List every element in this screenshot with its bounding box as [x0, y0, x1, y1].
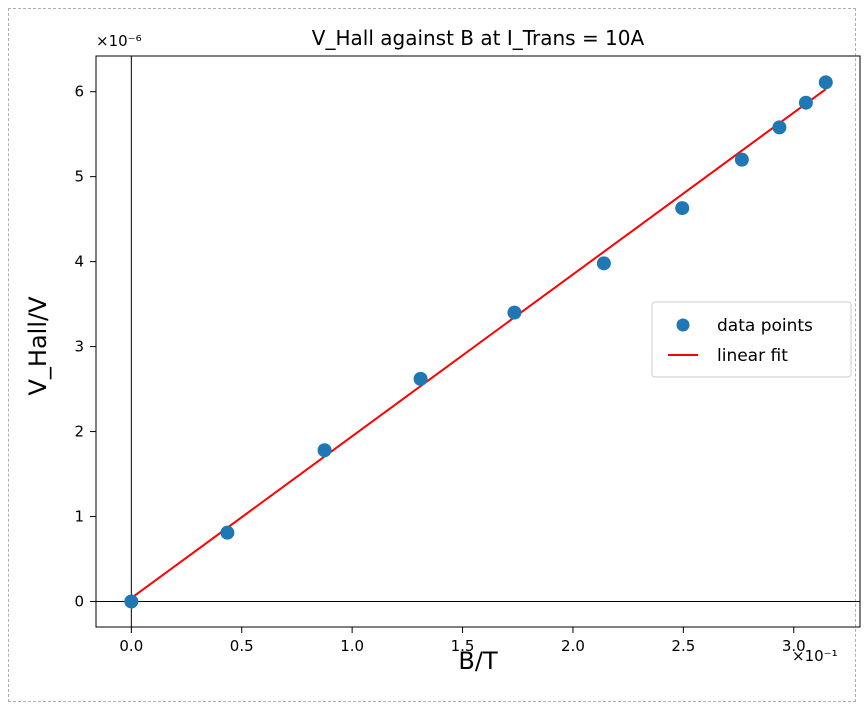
- x-tick-label: 1.5: [451, 637, 475, 655]
- x-tick-label: 2.0: [561, 637, 585, 655]
- y-tick-label: 1: [74, 508, 84, 526]
- y-axis-ticks: 0 1 2 3 4 5 6: [74, 83, 96, 611]
- series-layer: [124, 75, 833, 609]
- y-tick-label: 2: [74, 423, 84, 441]
- legend-label-linear-fit: linear fit: [717, 346, 788, 366]
- y-axis-label: V_Hall/V: [24, 296, 52, 396]
- data-point: [675, 201, 690, 216]
- y-tick-label: 5: [74, 168, 84, 186]
- data-point: [798, 95, 813, 110]
- data-point: [596, 256, 611, 271]
- data-point: [734, 152, 749, 167]
- figure-frame: [8, 8, 856, 702]
- legend-label-data-points: data points: [717, 316, 813, 336]
- chart-title: V_Hall against B at I_Trans = 10A: [312, 26, 645, 50]
- data-point: [220, 525, 235, 540]
- x-tick-label: 0.5: [230, 637, 254, 655]
- axes-frame: [95, 55, 861, 628]
- data-point: [507, 305, 522, 320]
- x-tick-label: 1.0: [340, 637, 364, 655]
- legend: data points linear fit: [651, 301, 852, 378]
- x-tick-label: 2.5: [671, 637, 695, 655]
- x-axis-ticks: 0.0 0.5 1.0 1.5 2.0 2.5 3.0: [119, 627, 806, 655]
- reference-lines: [96, 56, 860, 627]
- x-tick-label: 3.0: [782, 637, 806, 655]
- data-point: [818, 75, 833, 90]
- y-axis-scale-label: ×10⁻⁶: [96, 32, 142, 50]
- data-point: [413, 371, 428, 386]
- x-axis-scale-label: ×10⁻¹: [792, 647, 838, 665]
- y-tick-label: 0: [74, 593, 84, 611]
- data-point: [124, 594, 139, 609]
- data-point: [317, 443, 332, 458]
- data-point: [772, 120, 787, 135]
- x-tick-label: 0.0: [119, 637, 143, 655]
- y-tick-label: 6: [74, 83, 84, 101]
- y-tick-label: 3: [74, 338, 84, 356]
- y-tick-label: 4: [74, 253, 84, 271]
- legend-marker-data-points: [676, 318, 690, 332]
- legend-box: [651, 301, 852, 378]
- x-axis-label: B/T: [458, 647, 498, 675]
- series-line-linear-fit: [130, 88, 827, 599]
